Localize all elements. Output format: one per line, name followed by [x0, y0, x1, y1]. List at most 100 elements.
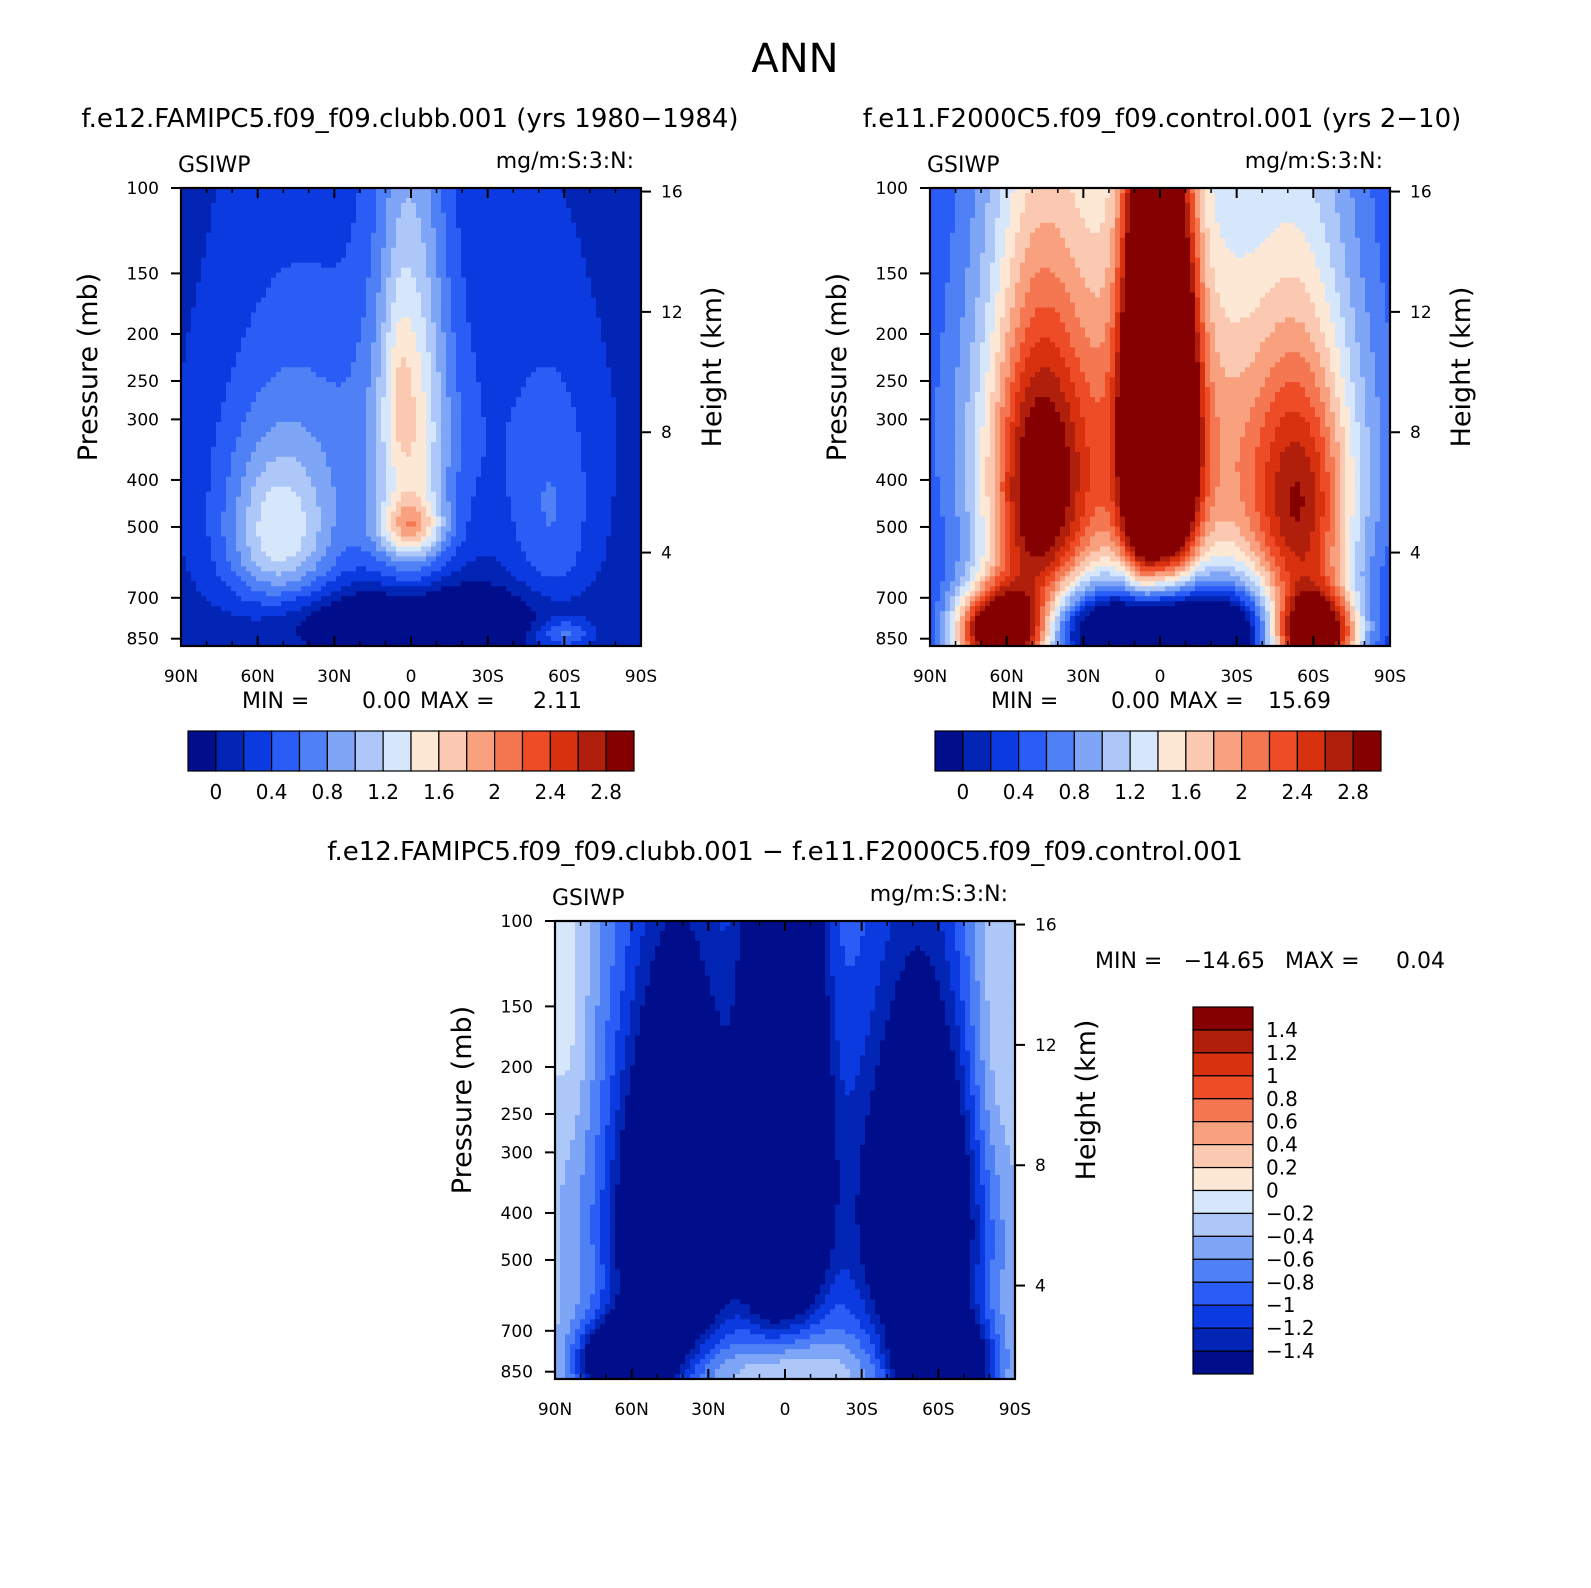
heatmap-cell [231, 193, 237, 199]
heatmap-cell [471, 213, 477, 219]
heatmap-cell [611, 248, 617, 254]
heatmap-cell [321, 198, 327, 204]
heatmap-cell [191, 193, 197, 199]
heatmap-cell [236, 228, 242, 234]
heatmap-cell [446, 243, 452, 249]
heatmap-cell [526, 208, 532, 214]
heatmap-cell [351, 198, 357, 204]
heatmap-cell [541, 223, 547, 229]
heatmap-cell [586, 253, 592, 259]
heatmap-cell [506, 213, 512, 219]
heatmap-cell [451, 208, 457, 214]
heatmap-cell [331, 208, 337, 214]
heatmap-cell [471, 203, 477, 209]
heatmap-cell [211, 243, 217, 249]
heatmap-cell [626, 253, 632, 259]
heatmap-cell [391, 253, 397, 259]
heatmap-cell [436, 213, 442, 219]
heatmap-cell [256, 243, 262, 249]
heatmap-cell [306, 228, 312, 234]
heatmap-cell [521, 193, 527, 199]
heatmap-cell [231, 258, 237, 264]
heatmap-cell [416, 228, 422, 234]
heatmap-cell [211, 258, 217, 264]
heatmap-cell [436, 253, 442, 259]
heatmap-cell [516, 208, 522, 214]
heatmap-cell [396, 238, 402, 244]
heatmap-cell [326, 238, 332, 244]
heatmap-cell [376, 258, 382, 264]
heatmap-cell [521, 218, 527, 224]
heatmap-cell [466, 253, 472, 259]
heatmap-cell [371, 208, 377, 214]
heatmap-cell [381, 253, 387, 259]
heatmap-cell [631, 193, 637, 199]
heatmap-cell [361, 208, 367, 214]
heatmap-cell [381, 223, 387, 229]
heatmap-cell [551, 208, 557, 214]
heatmap-cell [226, 253, 232, 259]
heatmap-cell [511, 238, 517, 244]
heatmap-cell [446, 248, 452, 254]
heatmap-cell [526, 243, 532, 249]
heatmap-cell [206, 193, 212, 199]
heatmap-cell [361, 253, 367, 259]
heatmap-cell [461, 213, 467, 219]
heatmap-cell [331, 203, 337, 209]
heatmap-cell [301, 218, 307, 224]
heatmap-cell [486, 223, 492, 229]
heatmap-cell [601, 218, 607, 224]
heatmap-cell [446, 208, 452, 214]
heatmap-cell [566, 248, 572, 254]
heatmap-cell [531, 233, 537, 239]
heatmap-cell [431, 233, 437, 239]
heatmap-cell [246, 198, 252, 204]
heatmap-cell [571, 233, 577, 239]
heatmap-cell [551, 223, 557, 229]
heatmap-cell [431, 253, 437, 259]
heatmap-cell [481, 213, 487, 219]
heatmap-cell [596, 228, 602, 234]
heatmap-cell [406, 253, 412, 259]
heatmap-cell [296, 223, 302, 229]
heatmap-cell [486, 213, 492, 219]
heatmap-cell [366, 258, 372, 264]
heatmap-cell [531, 198, 537, 204]
heatmap-cell [311, 213, 317, 219]
heatmap-cell [451, 243, 457, 249]
heatmap-cell [256, 223, 262, 229]
heatmap-cell [251, 243, 257, 249]
heatmap-cell [271, 238, 277, 244]
heatmap-cell [396, 208, 402, 214]
heatmap-cell [256, 208, 262, 214]
heatmap-cell [201, 228, 207, 234]
heatmap-cell [471, 228, 477, 234]
heatmap-cell [406, 223, 412, 229]
heatmap-cell [246, 203, 252, 209]
heatmap-cell [286, 228, 292, 234]
heatmap-cell [511, 198, 517, 204]
heatmap-cell [306, 258, 312, 264]
heatmap-cell [546, 223, 552, 229]
heatmap-cell [546, 203, 552, 209]
heatmap-cell [621, 248, 627, 254]
heatmap-cell [426, 218, 432, 224]
heatmap-cell [296, 213, 302, 219]
heatmap-cell [301, 243, 307, 249]
heatmap-cell [406, 198, 412, 204]
heatmap-cell [251, 198, 257, 204]
heatmap-cell [466, 198, 472, 204]
heatmap-cell [216, 203, 222, 209]
heatmap-cell [371, 193, 377, 199]
heatmap-cell [436, 233, 442, 239]
heatmap-cell [291, 193, 297, 199]
heatmap-cell [621, 233, 627, 239]
heatmap-cell [516, 218, 522, 224]
heatmap-cell [481, 218, 487, 224]
heatmap-cell [561, 203, 567, 209]
heatmap-cell [496, 253, 502, 259]
heatmap-cell [601, 208, 607, 214]
heatmap-cell [311, 198, 317, 204]
heatmap-cell [206, 223, 212, 229]
heatmap-cell [361, 233, 367, 239]
